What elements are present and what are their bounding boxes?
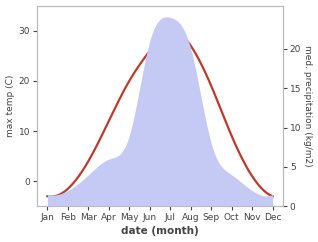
Y-axis label: med. precipitation (kg/m2): med. precipitation (kg/m2)	[303, 45, 313, 167]
X-axis label: date (month): date (month)	[121, 227, 199, 236]
Y-axis label: max temp (C): max temp (C)	[5, 75, 15, 137]
